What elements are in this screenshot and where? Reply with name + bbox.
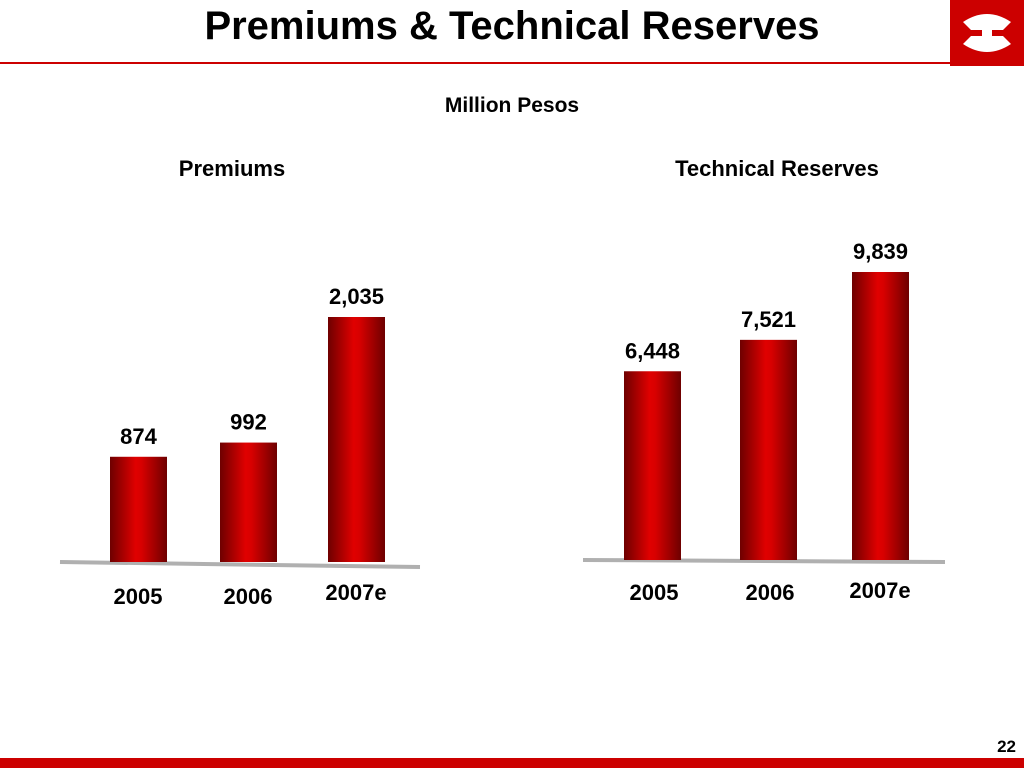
footer-bar (0, 758, 1024, 768)
units-subtitle: Million Pesos (444, 94, 580, 117)
slide-title: Premiums & Technical Reserves (204, 4, 820, 48)
technical-reserves-chart: 6,448 2005 7,521 2006 9,839 2007e (582, 239, 946, 605)
category-label: 2007e (849, 578, 910, 603)
category-label: 2005 (114, 584, 163, 609)
bar-2006 (220, 442, 277, 562)
bar-value-label: 7,521 (741, 307, 796, 332)
bar-value-label: 9,839 (853, 239, 908, 264)
category-label: 2005 (630, 580, 679, 605)
title-divider (0, 62, 950, 64)
bar-value-label: 6,448 (625, 338, 680, 363)
premiums-chart-title: Premiums (178, 156, 286, 181)
bar-2005 (110, 456, 167, 562)
chart-baseline (59, 560, 421, 569)
category-label: 2007e (325, 580, 386, 605)
company-logo-icon (950, 0, 1024, 66)
chart-baseline (582, 558, 946, 564)
premiums-chart: 874 2005 992 2006 2,035 2007e (59, 284, 421, 609)
category-label: 2006 (224, 584, 273, 609)
category-label: 2006 (746, 580, 795, 605)
bar-value-label: 874 (120, 424, 157, 449)
bar-2007e (852, 272, 909, 560)
bar-value-label: 2,035 (329, 284, 384, 309)
technical-reserves-chart-title: Technical Reserves (675, 156, 879, 181)
bar-value-label: 992 (230, 410, 267, 435)
bar-2007e (328, 317, 385, 562)
bar-2006 (740, 339, 797, 560)
page-number: 22 (997, 737, 1016, 756)
bar-2005 (624, 371, 681, 560)
